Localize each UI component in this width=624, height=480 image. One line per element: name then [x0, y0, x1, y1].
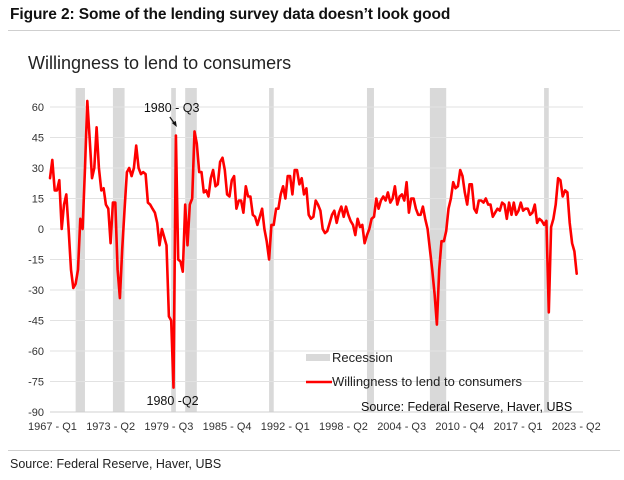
x-tick-label: 1967 - Q1 [28, 421, 77, 433]
recession-bands [75, 88, 549, 412]
x-tick-label: 1992 - Q1 [261, 421, 310, 433]
x-tick-label: 2017 - Q1 [494, 421, 543, 433]
y-tick-label: 60 [32, 102, 44, 114]
y-tick-label: 45 [32, 133, 44, 145]
y-tick-label: -30 [28, 285, 44, 297]
figure-title: Figure 2: Some of the lending survey dat… [10, 6, 451, 23]
y-tick-label: 0 [38, 224, 44, 236]
annotations: 1980 - Q3 1980 -Q2 [144, 101, 200, 408]
legend-swatch-recession [306, 354, 330, 361]
legend-label-recession: Recession [332, 350, 393, 365]
recession-band [112, 88, 125, 412]
x-tick-label: 2004 - Q3 [377, 421, 426, 433]
x-tick-label: 1998 - Q2 [319, 421, 368, 433]
x-tick-label: 1985 - Q4 [203, 421, 252, 433]
x-tick-label: 1973 - Q2 [86, 421, 135, 433]
top-divider [8, 30, 620, 31]
recession-band [185, 88, 197, 412]
x-tick-label: 2010 - Q4 [435, 421, 484, 433]
x-tick-label: 1979 - Q3 [144, 421, 193, 433]
y-tick-label: -15 [28, 255, 44, 267]
series-line-willingness-to-lend [48, 99, 578, 389]
recession-band [269, 88, 274, 412]
annotation-arrowhead-icon [171, 121, 177, 127]
recession-band [75, 88, 85, 412]
recession-band [429, 88, 447, 412]
x-axis-ticks: 1967 - Q1 1973 - Q2 1979 - Q3 1985 - Q4 1992… [28, 421, 601, 433]
y-tick-label: -45 [28, 316, 44, 328]
y-axis-ticks: 60 45 30 15 0 -15 -30 -45 -60 -75 -90 [28, 102, 44, 419]
y-tick-label: -75 [28, 377, 44, 389]
y-tick-label: 15 [32, 194, 44, 206]
recession-band [366, 88, 374, 412]
bottom-divider [8, 450, 620, 451]
annotation-1980-q3: 1980 - Q3 [144, 101, 200, 115]
series-layer [48, 99, 578, 389]
chart-canvas: Willingness to lend to consumers 60 45 30 1… [28, 53, 601, 433]
y-tick-label: 30 [32, 163, 44, 175]
legend: Recession Willingness to lend to consume… [306, 350, 523, 389]
gridlines [50, 106, 583, 413]
x-tick-label: 2023 - Q2 [552, 421, 601, 433]
chart-inner-source: Source: Federal Reserve, Haver, UBS [361, 400, 572, 414]
legend-label-series: Willingness to lend to consumers [332, 374, 523, 389]
chart-title: Willingness to lend to consumers [28, 53, 291, 73]
footer-source: Source: Federal Reserve, Haver, UBS [10, 457, 222, 471]
y-tick-label: -60 [28, 346, 44, 358]
y-tick-label: -90 [28, 407, 44, 419]
annotation-1980-q2: 1980 -Q2 [147, 394, 199, 408]
